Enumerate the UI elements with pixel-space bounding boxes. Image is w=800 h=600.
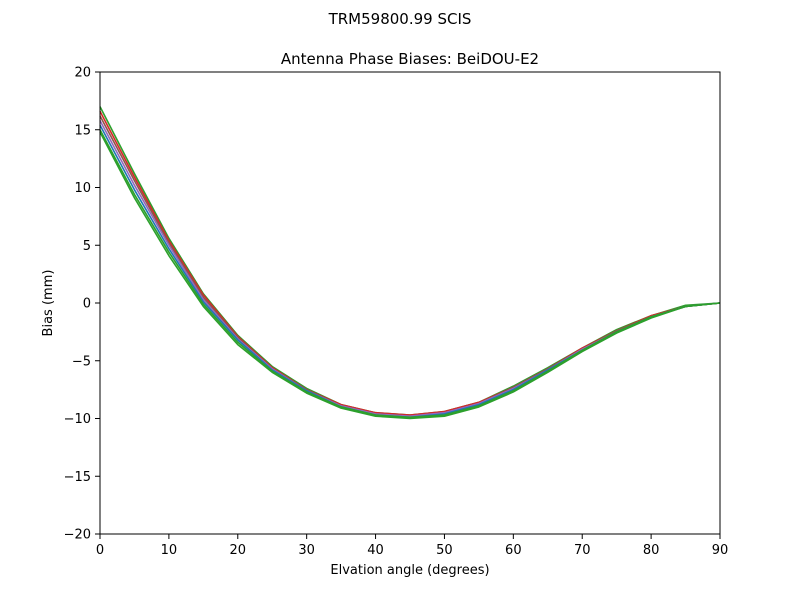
series-line-2 [99,110,721,416]
y-axis-ticks: −20 −15 −10 −5 0 5 10 15 20 [64,66,100,543]
y-tick-label: −5 [72,354,91,369]
y-axis-label: Bias (mm) [41,270,56,337]
series-line-3 [99,115,721,417]
y-tick-label: 0 [83,297,91,312]
y-tick-label: −20 [64,528,91,543]
x-tick-label: 90 [712,543,729,558]
x-tick-label: 30 [298,543,315,558]
y-tick-label: 15 [74,123,91,138]
plot-frame [99,71,721,535]
series-line-7 [99,131,721,420]
y-tick-label: 5 [83,239,91,254]
x-tick-label: 60 [505,543,522,558]
x-axis-ticks: 0 10 20 30 40 50 60 70 80 90 [96,534,728,558]
series-line-4 [99,120,721,417]
y-tick-label: −10 [64,412,91,427]
series-line-1 [99,106,721,416]
series-line-6 [99,129,721,419]
y-tick-label: 20 [74,66,91,81]
x-tick-label: 20 [230,543,247,558]
x-axis-label: Elvation angle (degrees) [330,563,489,578]
x-tick-label: 50 [436,543,453,558]
y-tick-label: −15 [64,470,91,485]
y-tick-label: 10 [74,181,91,196]
x-tick-label: 70 [574,543,591,558]
x-tick-label: 10 [161,543,178,558]
chart-title: Antenna Phase Biases: BeiDOU-E2 [281,50,539,68]
series-line-5 [99,124,721,419]
x-tick-label: 40 [367,543,384,558]
x-tick-label: 80 [643,543,660,558]
x-tick-label: 0 [96,543,104,558]
figure-suptitle: TRM59800.99 SCIS [328,10,472,28]
series-lines [99,106,721,420]
